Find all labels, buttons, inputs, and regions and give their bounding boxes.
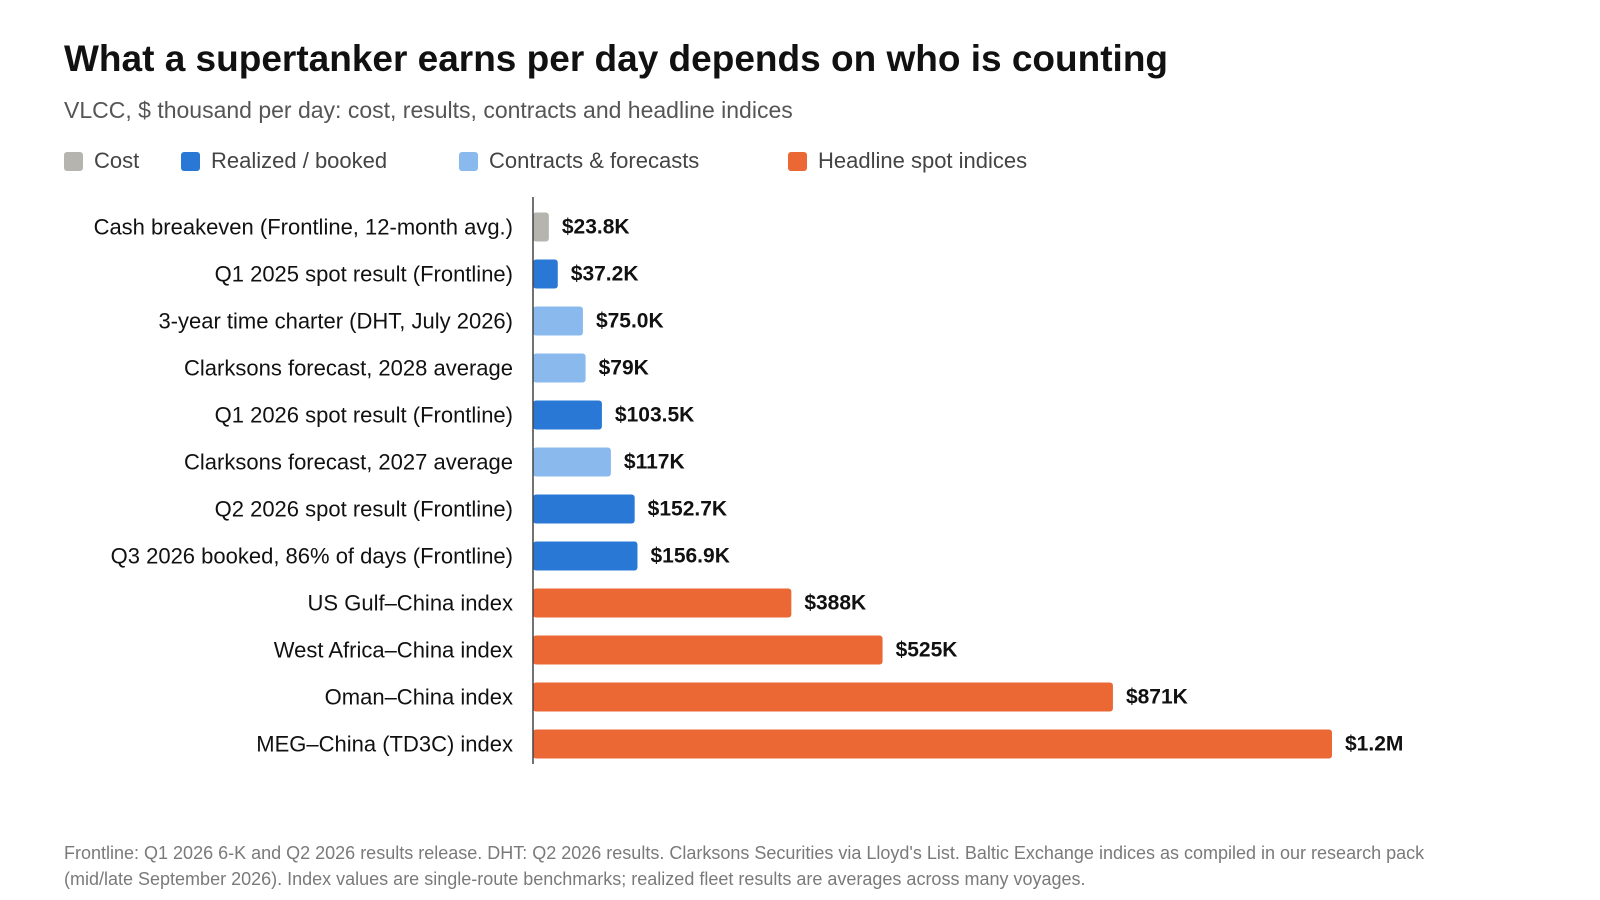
category-label: MEG–China (TD3C) index: [256, 732, 513, 757]
legend-label-cost: Cost: [94, 148, 140, 173]
category-label: Cash breakeven (Frontline, 12-month avg.…: [94, 215, 513, 240]
data-label: $79K: [599, 357, 649, 380]
data-label: $156.9K: [650, 545, 729, 568]
chart-subtitle: VLCC, $ thousand per day: cost, results,…: [64, 97, 793, 123]
data-label: $1.2M: [1345, 733, 1403, 756]
data-label: $388K: [804, 592, 866, 615]
legend-item-realized: Realized / booked: [181, 148, 387, 174]
category-label: Oman–China index: [325, 685, 513, 710]
data-label: $871K: [1126, 686, 1188, 709]
legend-item-contracts: Contracts & forecasts: [459, 148, 699, 174]
legend-swatch-cost: [64, 151, 83, 171]
bar: [533, 353, 586, 383]
legend-item-indices: Headline spot indices: [788, 148, 1027, 174]
category-label: Q1 2025 spot result (Frontline): [215, 262, 513, 287]
category-label: Clarksons forecast, 2027 average: [184, 450, 513, 475]
category-label: 3-year time charter (DHT, July 2026): [158, 309, 513, 334]
bar: [533, 729, 1332, 759]
category-label: Q1 2026 spot result (Frontline): [215, 403, 513, 428]
data-label: $117K: [624, 451, 685, 474]
data-label: $23.8K: [562, 216, 630, 239]
data-label: $152.7K: [648, 498, 727, 521]
category-label: US Gulf–China index: [308, 591, 513, 616]
legend-swatch-indices: [788, 151, 807, 171]
data-label: $75.0K: [596, 310, 664, 333]
legend-swatch-contracts: [459, 151, 478, 171]
bar: [533, 400, 602, 430]
category-label: Clarksons forecast, 2028 average: [184, 356, 513, 381]
legend-label-realized: Realized / booked: [211, 148, 388, 173]
bar: [533, 682, 1113, 712]
category-label: Q2 2026 spot result (Frontline): [215, 497, 513, 522]
legend-swatch-realized: [181, 151, 200, 171]
bar-chart: Cash breakeven (Frontline, 12-month avg.…: [94, 197, 1403, 764]
bar: [533, 635, 883, 665]
bar: [533, 447, 611, 477]
bar: [533, 306, 583, 336]
bar: [533, 212, 549, 242]
legend: Cost Realized / booked Contracts & forec…: [64, 148, 1264, 176]
bar: [533, 259, 558, 289]
category-label: Q3 2026 booked, 86% of days (Frontline): [111, 544, 513, 569]
legend-label-contracts: Contracts & forecasts: [489, 148, 700, 173]
legend-label-indices: Headline spot indices: [818, 148, 1028, 173]
data-label: $525K: [896, 639, 958, 662]
category-label: West Africa–China index: [274, 638, 513, 663]
bar: [533, 494, 635, 524]
bar: [533, 588, 792, 618]
data-label: $37.2K: [571, 263, 639, 286]
bar: [533, 541, 638, 571]
legend-item-cost: Cost: [64, 148, 139, 174]
source-note: Frontline: Q1 2026 6-K and Q2 2026 resul…: [64, 843, 1425, 889]
chart-title: What a supertanker earns per day depends…: [64, 38, 1169, 79]
data-label: $103.5K: [615, 404, 694, 427]
